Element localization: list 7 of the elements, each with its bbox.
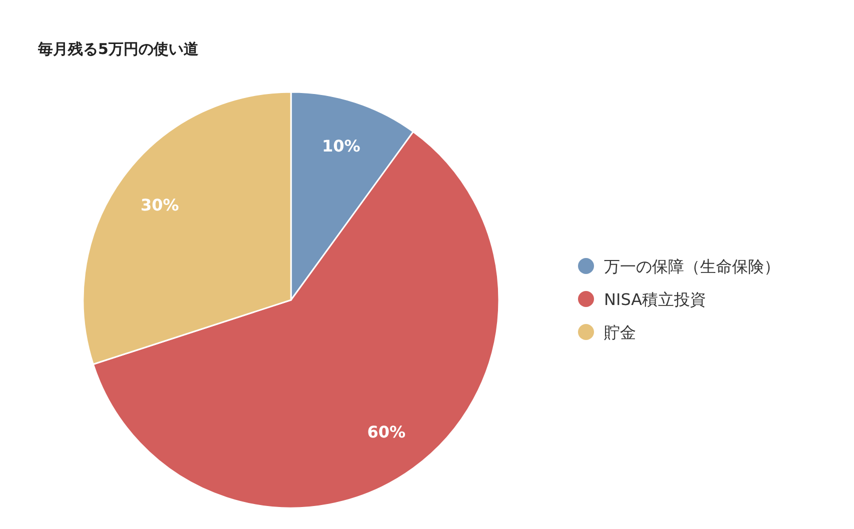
data-label: 60% (367, 422, 406, 442)
data-label: 10% (322, 136, 360, 156)
data-label: 30% (140, 196, 179, 215)
chart-title: 毎月残る5万円の使い道 (37, 40, 200, 58)
legend-label: NISA積立投資 (604, 290, 706, 309)
legend-label: 万一の保障（生命保険） (604, 257, 780, 276)
legend-label: 貯金 (604, 323, 636, 342)
